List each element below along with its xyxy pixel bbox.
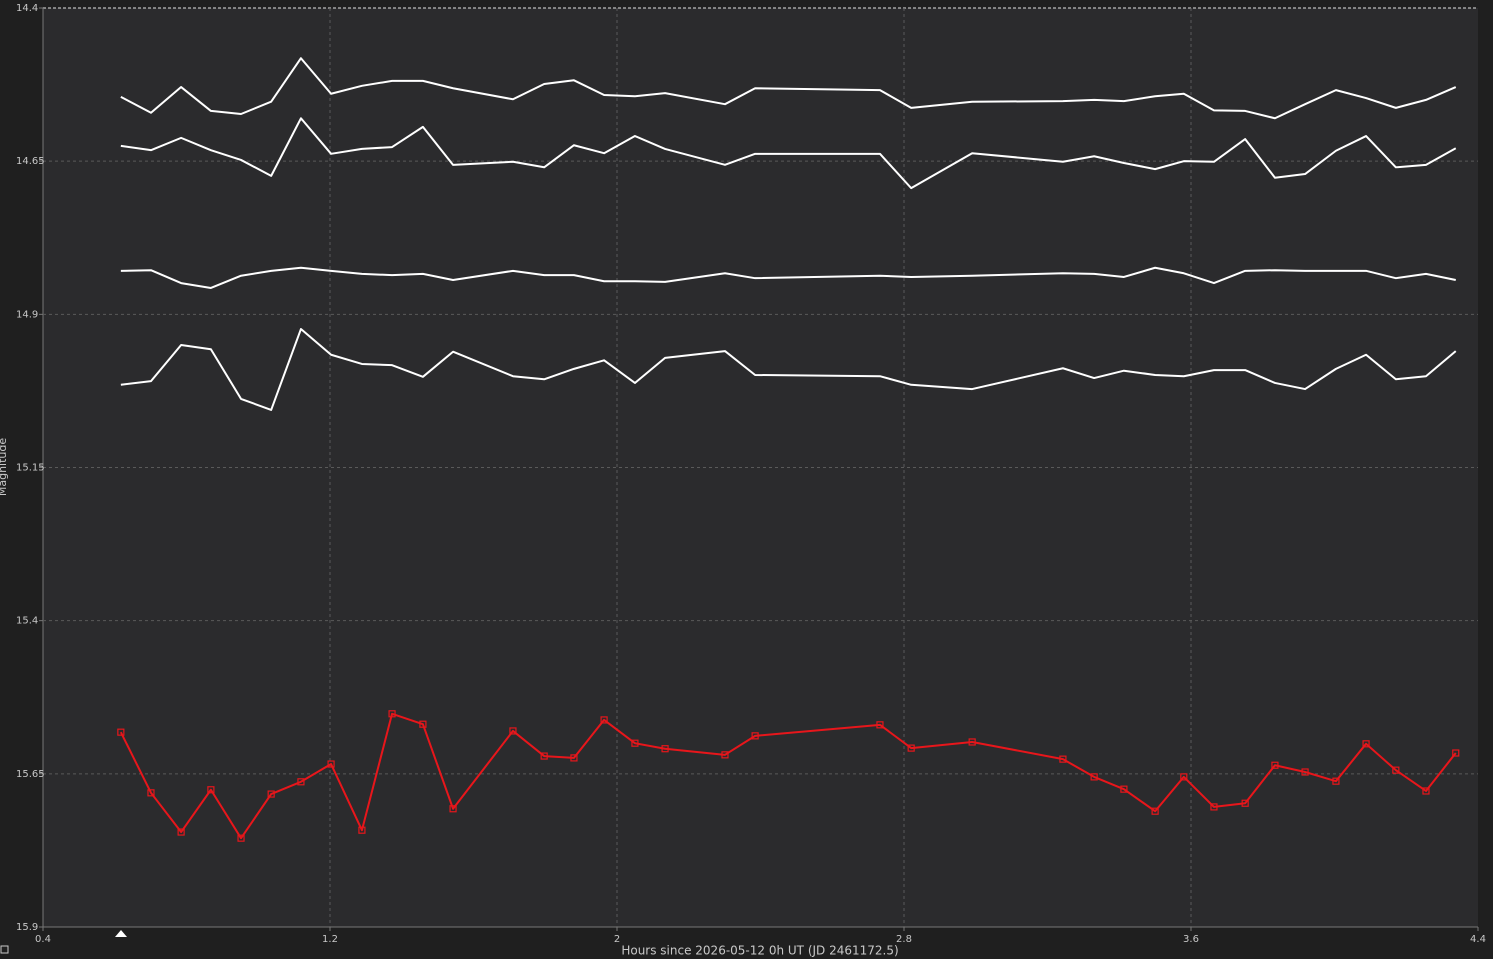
- x-tick-label: 2: [614, 934, 620, 945]
- time-marker: [115, 930, 127, 937]
- data-point: [1422, 787, 1430, 795]
- y-tick-label: 14.65: [16, 156, 45, 167]
- data-point: [207, 786, 215, 794]
- data-point: [1210, 803, 1218, 811]
- data-point: [661, 745, 669, 753]
- data-point: [1452, 749, 1460, 757]
- data-point: [327, 760, 335, 768]
- data-point: [876, 721, 884, 729]
- data-point: [540, 752, 548, 760]
- y-axis-label: Magnitude: [0, 438, 9, 497]
- data-point: [147, 789, 155, 797]
- data-point: [117, 728, 125, 736]
- x-tick-label: 1.2: [322, 934, 338, 945]
- x-tick-label: 0.4: [35, 934, 51, 945]
- y-tick-label: 15.65: [16, 769, 45, 780]
- y-tick-label: 15.15: [16, 463, 45, 474]
- data-point: [1241, 799, 1249, 807]
- data-point: [419, 720, 427, 728]
- data-point: [177, 828, 185, 836]
- data-point: [1362, 740, 1370, 748]
- data-point: [1332, 777, 1340, 785]
- series-line: [119, 712, 1457, 840]
- x-tick-label: 4.4: [1470, 934, 1486, 945]
- data-point: [509, 727, 517, 735]
- data-point: [1180, 773, 1188, 781]
- data-point: [388, 710, 396, 718]
- data-point: [570, 754, 578, 762]
- series-line: [120, 266, 1456, 289]
- corner-box: [0, 945, 9, 954]
- series-line: [120, 57, 1457, 120]
- x-tick-label: 2.8: [896, 934, 912, 945]
- data-point: [1271, 761, 1279, 769]
- data-point: [968, 738, 976, 746]
- data-point: [631, 739, 639, 747]
- data-point: [1301, 768, 1309, 776]
- y-tick-label: 14.4: [16, 3, 38, 14]
- data-point: [751, 732, 759, 740]
- y-tick-label: 15.9: [16, 922, 38, 933]
- data-point: [267, 790, 275, 798]
- data-point: [1120, 785, 1128, 793]
- data-point: [1059, 755, 1067, 763]
- data-point: [907, 744, 915, 752]
- data-point: [1090, 773, 1098, 781]
- series-line: [120, 328, 1457, 411]
- x-tick-label: 3.6: [1183, 934, 1199, 945]
- y-tick-label: 14.9: [16, 309, 38, 320]
- x-axis-label: Hours since 2026-05-12 0h UT (JD 2461172…: [621, 944, 898, 958]
- data-point: [600, 716, 608, 724]
- series-line: [120, 117, 1457, 190]
- data-point: [449, 805, 457, 813]
- data-point: [721, 751, 729, 759]
- data-point: [1392, 766, 1400, 774]
- data-point: [237, 834, 245, 842]
- data-point: [358, 826, 366, 834]
- y-tick-label: 15.4: [16, 616, 38, 627]
- data-point: [1151, 807, 1159, 815]
- data-point: [297, 778, 305, 786]
